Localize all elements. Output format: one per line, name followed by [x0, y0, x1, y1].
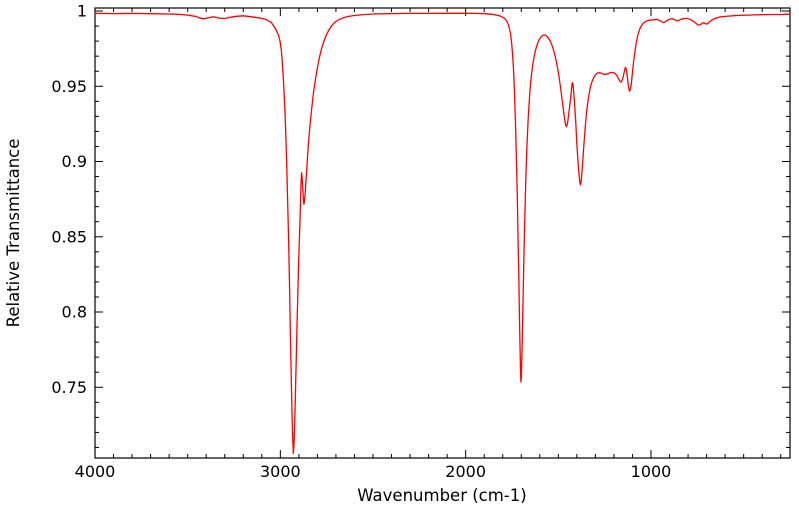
y-tick-label: 0.85 [51, 227, 87, 246]
plot-area: 4000 3000 2000 1000 0.75 0.8 0.85 0.9 0.95 1 [51, 2, 791, 481]
x-tick-label: 4000 [75, 462, 116, 481]
spectrum-line [94, 12, 791, 455]
y-axis-title: Relative Transmittance [4, 139, 23, 328]
y-tick-label: 0.8 [62, 303, 87, 322]
plot-frame [94, 7, 791, 459]
x-tick-label: 1000 [631, 462, 672, 481]
x-axis-title: Wavenumber (cm-1) [357, 486, 526, 505]
x-tick-label: 3000 [260, 462, 301, 481]
y-tick-label: 0.75 [51, 378, 87, 397]
y-tick-label: 0.9 [62, 152, 87, 171]
x-tick-label: 2000 [445, 462, 486, 481]
y-tick-label: 0.95 [51, 77, 87, 96]
y-tick-label: 1 [77, 2, 87, 21]
